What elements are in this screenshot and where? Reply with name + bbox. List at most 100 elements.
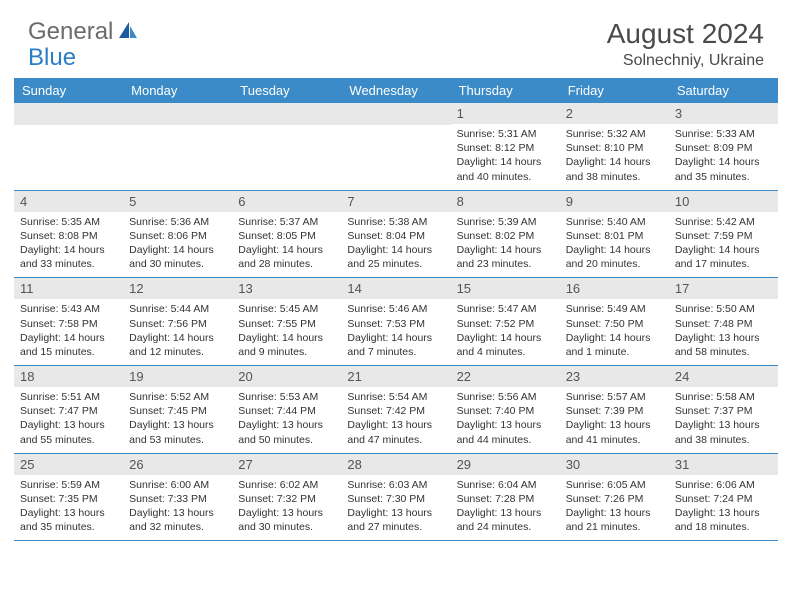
sunset-text: Sunset: 8:09 PM (675, 141, 772, 155)
day-details: Sunrise: 5:31 AMSunset: 8:12 PMDaylight:… (451, 124, 560, 190)
day-details: Sunrise: 5:36 AMSunset: 8:06 PMDaylight:… (123, 212, 232, 278)
sunrise-text: Sunrise: 5:57 AM (566, 390, 663, 404)
daylight-text: Daylight: 13 hours and 44 minutes. (457, 418, 554, 446)
weekday-header: Wednesday (341, 78, 450, 103)
location: Solnechniy, Ukraine (607, 52, 764, 70)
daylight-text: Daylight: 13 hours and 32 minutes. (129, 506, 226, 534)
sunrise-text: Sunrise: 5:35 AM (20, 215, 117, 229)
day-number: 25 (14, 454, 123, 475)
day-details: Sunrise: 5:42 AMSunset: 7:59 PMDaylight:… (669, 212, 778, 278)
sunset-text: Sunset: 8:04 PM (347, 229, 444, 243)
header: General August 2024 Solnechniy, Ukraine (0, 0, 792, 78)
day-details: Sunrise: 5:56 AMSunset: 7:40 PMDaylight:… (451, 387, 560, 453)
sunset-text: Sunset: 7:59 PM (675, 229, 772, 243)
day-cell: 18Sunrise: 5:51 AMSunset: 7:47 PMDayligh… (14, 366, 123, 453)
daylight-text: Daylight: 14 hours and 25 minutes. (347, 243, 444, 271)
day-number: 6 (232, 191, 341, 212)
day-details: Sunrise: 5:44 AMSunset: 7:56 PMDaylight:… (123, 299, 232, 365)
day-number: 17 (669, 278, 778, 299)
day-cell: 5Sunrise: 5:36 AMSunset: 8:06 PMDaylight… (123, 191, 232, 278)
day-details: Sunrise: 5:50 AMSunset: 7:48 PMDaylight:… (669, 299, 778, 365)
day-number: 31 (669, 454, 778, 475)
day-cell: 7Sunrise: 5:38 AMSunset: 8:04 PMDaylight… (341, 191, 450, 278)
day-details: Sunrise: 6:03 AMSunset: 7:30 PMDaylight:… (341, 475, 450, 541)
sunrise-text: Sunrise: 5:46 AM (347, 302, 444, 316)
sunrise-text: Sunrise: 5:33 AM (675, 127, 772, 141)
day-cell: 27Sunrise: 6:02 AMSunset: 7:32 PMDayligh… (232, 454, 341, 541)
daylight-text: Daylight: 14 hours and 30 minutes. (129, 243, 226, 271)
sunrise-text: Sunrise: 5:32 AM (566, 127, 663, 141)
month-title: August 2024 (607, 18, 764, 50)
day-details: Sunrise: 5:32 AMSunset: 8:10 PMDaylight:… (560, 124, 669, 190)
sunset-text: Sunset: 7:35 PM (20, 492, 117, 506)
day-cell: 26Sunrise: 6:00 AMSunset: 7:33 PMDayligh… (123, 454, 232, 541)
logo: General (28, 18, 141, 46)
day-number: 18 (14, 366, 123, 387)
sunrise-text: Sunrise: 5:37 AM (238, 215, 335, 229)
day-cell: 11Sunrise: 5:43 AMSunset: 7:58 PMDayligh… (14, 278, 123, 365)
day-number: 2 (560, 103, 669, 124)
daylight-text: Daylight: 13 hours and 30 minutes. (238, 506, 335, 534)
day-number: 28 (341, 454, 450, 475)
day-cell: 1Sunrise: 5:31 AMSunset: 8:12 PMDaylight… (451, 103, 560, 190)
sunset-text: Sunset: 7:50 PM (566, 317, 663, 331)
daylight-text: Daylight: 13 hours and 27 minutes. (347, 506, 444, 534)
day-number: 16 (560, 278, 669, 299)
daylight-text: Daylight: 14 hours and 4 minutes. (457, 331, 554, 359)
day-number: 1 (451, 103, 560, 124)
sunset-text: Sunset: 8:06 PM (129, 229, 226, 243)
sunset-text: Sunset: 7:48 PM (675, 317, 772, 331)
daylight-text: Daylight: 14 hours and 28 minutes. (238, 243, 335, 271)
daylight-text: Daylight: 14 hours and 9 minutes. (238, 331, 335, 359)
logo-text-blue: Blue (28, 44, 76, 71)
sunrise-text: Sunrise: 5:39 AM (457, 215, 554, 229)
weekday-header: Saturday (669, 78, 778, 103)
day-cell: 20Sunrise: 5:53 AMSunset: 7:44 PMDayligh… (232, 366, 341, 453)
sunrise-text: Sunrise: 5:56 AM (457, 390, 554, 404)
sunset-text: Sunset: 7:47 PM (20, 404, 117, 418)
daylight-text: Daylight: 14 hours and 38 minutes. (566, 155, 663, 183)
day-number: 29 (451, 454, 560, 475)
day-cell: 31Sunrise: 6:06 AMSunset: 7:24 PMDayligh… (669, 454, 778, 541)
day-cell: 29Sunrise: 6:04 AMSunset: 7:28 PMDayligh… (451, 454, 560, 541)
day-number: 26 (123, 454, 232, 475)
weekday-header-row: SundayMondayTuesdayWednesdayThursdayFrid… (14, 78, 778, 103)
daylight-text: Daylight: 14 hours and 7 minutes. (347, 331, 444, 359)
day-details: Sunrise: 5:46 AMSunset: 7:53 PMDaylight:… (341, 299, 450, 365)
day-details: Sunrise: 5:59 AMSunset: 7:35 PMDaylight:… (14, 475, 123, 541)
day-cell (123, 103, 232, 190)
day-number: 8 (451, 191, 560, 212)
week-row: 4Sunrise: 5:35 AMSunset: 8:08 PMDaylight… (14, 191, 778, 279)
day-details: Sunrise: 5:52 AMSunset: 7:45 PMDaylight:… (123, 387, 232, 453)
daylight-text: Daylight: 13 hours and 58 minutes. (675, 331, 772, 359)
sunrise-text: Sunrise: 6:02 AM (238, 478, 335, 492)
day-cell: 19Sunrise: 5:52 AMSunset: 7:45 PMDayligh… (123, 366, 232, 453)
day-details: Sunrise: 5:49 AMSunset: 7:50 PMDaylight:… (560, 299, 669, 365)
logo-line2: Blue (28, 44, 76, 72)
week-row: 11Sunrise: 5:43 AMSunset: 7:58 PMDayligh… (14, 278, 778, 366)
sunset-text: Sunset: 7:55 PM (238, 317, 335, 331)
daylight-text: Daylight: 13 hours and 21 minutes. (566, 506, 663, 534)
logo-text-general: General (28, 18, 113, 46)
day-details: Sunrise: 5:45 AMSunset: 7:55 PMDaylight:… (232, 299, 341, 365)
day-number: 20 (232, 366, 341, 387)
empty-day-num (232, 103, 341, 125)
day-cell: 24Sunrise: 5:58 AMSunset: 7:37 PMDayligh… (669, 366, 778, 453)
sunset-text: Sunset: 7:42 PM (347, 404, 444, 418)
sunrise-text: Sunrise: 5:44 AM (129, 302, 226, 316)
day-details: Sunrise: 5:39 AMSunset: 8:02 PMDaylight:… (451, 212, 560, 278)
daylight-text: Daylight: 13 hours and 50 minutes. (238, 418, 335, 446)
sunset-text: Sunset: 8:05 PM (238, 229, 335, 243)
sunset-text: Sunset: 7:26 PM (566, 492, 663, 506)
sunset-text: Sunset: 7:30 PM (347, 492, 444, 506)
day-number: 24 (669, 366, 778, 387)
day-number: 11 (14, 278, 123, 299)
sunrise-text: Sunrise: 6:00 AM (129, 478, 226, 492)
daylight-text: Daylight: 14 hours and 15 minutes. (20, 331, 117, 359)
day-details: Sunrise: 5:54 AMSunset: 7:42 PMDaylight:… (341, 387, 450, 453)
weekday-header: Friday (560, 78, 669, 103)
day-number: 13 (232, 278, 341, 299)
day-cell (14, 103, 123, 190)
daylight-text: Daylight: 14 hours and 23 minutes. (457, 243, 554, 271)
sunrise-text: Sunrise: 5:43 AM (20, 302, 117, 316)
